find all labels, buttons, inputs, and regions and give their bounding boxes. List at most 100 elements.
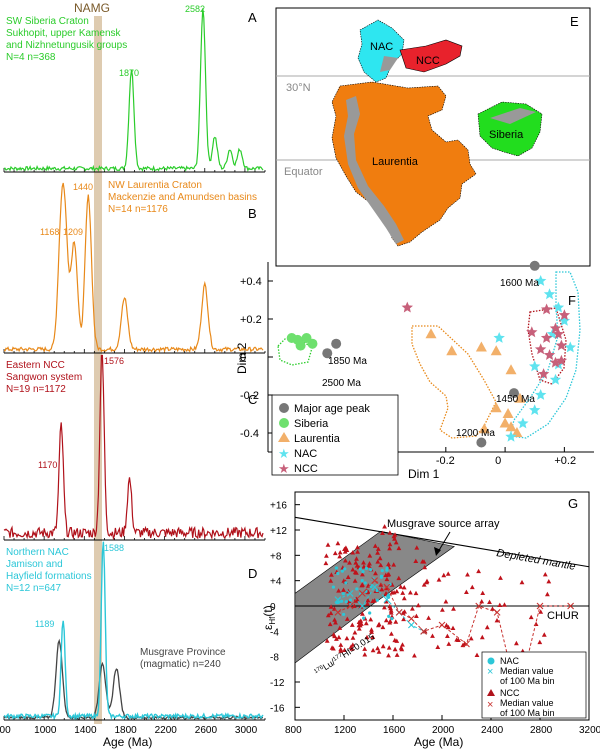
f-point-major-peak bbox=[331, 338, 342, 349]
g-median-nac bbox=[383, 596, 391, 604]
nac-shape bbox=[357, 19, 405, 83]
g-xtick-label: 2800 bbox=[530, 725, 553, 736]
g-point-ncc bbox=[370, 634, 376, 639]
peak-label-1170: 1170 bbox=[38, 460, 57, 470]
g-legend-ncc: NCC bbox=[500, 688, 520, 698]
g-point-ncc bbox=[383, 617, 389, 623]
f-xtick-label: +0.2 bbox=[554, 455, 576, 467]
g-point-ncc bbox=[347, 560, 352, 565]
siberia-grey-belt bbox=[490, 108, 536, 124]
g-point-nac bbox=[343, 567, 347, 571]
peak-label-1588: 1588 bbox=[104, 543, 124, 553]
g-point-ncc bbox=[392, 637, 398, 643]
f-point-laurentia bbox=[490, 345, 502, 356]
f-point-nac bbox=[505, 430, 517, 442]
f-ytick-label: 0 bbox=[240, 352, 246, 364]
g-point-ncc bbox=[323, 560, 329, 566]
g-point-ncc bbox=[528, 614, 534, 620]
legend-major-peak-marker bbox=[279, 403, 289, 413]
f-point-nac bbox=[529, 360, 541, 372]
g-legend-nac-median-1: Median value bbox=[500, 666, 554, 676]
g-median-ncc bbox=[438, 621, 446, 629]
g-point-ncc bbox=[327, 621, 333, 627]
g-legend-nac-marker bbox=[487, 657, 495, 665]
f-point-nac bbox=[534, 275, 547, 286]
legend-siberia-marker bbox=[279, 418, 289, 428]
g-chur-label: CHUR bbox=[547, 610, 579, 622]
g-point-ncc bbox=[334, 636, 339, 641]
g-point-ncc bbox=[380, 624, 386, 630]
g-xtick-label: 1600 bbox=[383, 725, 406, 736]
f-age-2500: 2500 Ma bbox=[322, 378, 361, 389]
g-point-ncc bbox=[376, 622, 381, 628]
panel-a-line-4: N=4 n=368 bbox=[6, 52, 56, 63]
f-point-ncc bbox=[526, 326, 538, 338]
g-point-ncc bbox=[396, 575, 402, 581]
g-legend-nac-median-marker: × bbox=[487, 666, 493, 678]
g-point-ncc bbox=[541, 632, 547, 637]
g-point-nac bbox=[379, 575, 383, 579]
g-median-nac bbox=[346, 589, 354, 597]
peak-label-1189: 1189 bbox=[35, 619, 54, 629]
g-point-ncc bbox=[352, 630, 358, 635]
g-point-ncc bbox=[366, 563, 372, 568]
g-point-ncc bbox=[445, 571, 451, 576]
kde-xlabel: Age (Ma) bbox=[103, 735, 152, 749]
g-median-ncc bbox=[407, 615, 415, 623]
g-xtick-label: 2400 bbox=[481, 725, 504, 736]
g-point-ncc bbox=[389, 631, 394, 636]
kde-tick-label: 1000 bbox=[34, 725, 57, 736]
g-point-ncc bbox=[400, 642, 405, 647]
legend-nac-marker: ★ bbox=[278, 446, 290, 461]
g-point-ncc bbox=[375, 550, 380, 555]
g-point-ncc bbox=[351, 603, 357, 608]
g-point-nac bbox=[364, 566, 369, 570]
g-point-ncc bbox=[394, 652, 400, 657]
g-point-nac bbox=[344, 581, 348, 585]
g-point-ncc bbox=[377, 555, 383, 561]
g-median-ncc bbox=[346, 602, 354, 610]
g-point-ncc bbox=[332, 633, 337, 639]
g-legend-ncc-median-2: of 100 Ma bin bbox=[500, 708, 555, 718]
g-point-ncc bbox=[487, 599, 492, 604]
f-point-ncc bbox=[558, 309, 571, 321]
g-point-ncc bbox=[372, 543, 378, 548]
g-ylabel-sub: Hf bbox=[268, 616, 277, 625]
g-point-nac bbox=[368, 568, 373, 572]
laurentia-shape bbox=[331, 81, 477, 247]
g-point-ncc bbox=[363, 620, 369, 626]
g-point-ncc bbox=[375, 546, 381, 551]
f-point-nac bbox=[564, 341, 576, 353]
g-point-ncc bbox=[324, 638, 330, 643]
f-legend-box bbox=[271, 394, 399, 476]
panel-g: 800 1200 1600 2000 2400 2800 3200 +16 +12 +8 +4 0 -4… bbox=[261, 491, 600, 749]
g-point-ncc bbox=[337, 554, 343, 559]
panel-c-line-3: N=19 n=1172 bbox=[6, 384, 66, 395]
g-point-ncc bbox=[328, 604, 334, 609]
g-point-ncc bbox=[435, 644, 441, 649]
panel-f: -0.6-0.4-0.20+0.2+0.4+0.20-0.2-0.4 F Dim… bbox=[235, 260, 594, 481]
g-point-nac bbox=[385, 568, 389, 572]
g-point-ncc bbox=[445, 633, 450, 638]
g-musgrave-arrowhead bbox=[434, 547, 441, 556]
lat-30-label: 30°N bbox=[286, 82, 311, 94]
g-point-ncc bbox=[373, 570, 378, 576]
g-point-ncc bbox=[413, 558, 419, 563]
g-point-ncc bbox=[468, 636, 474, 641]
g-point-ncc bbox=[344, 635, 350, 641]
g-legend-ncc-median-1: Median value bbox=[500, 698, 554, 708]
kde-tick-label: 2600 bbox=[195, 725, 218, 736]
g-point-ncc bbox=[349, 622, 355, 627]
kde-ticks: 600 1000 1400 1800 2200 2600 3000 bbox=[0, 168, 266, 736]
legend-laurentia: Laurentia bbox=[294, 433, 341, 445]
g-point-ncc bbox=[328, 610, 334, 616]
g-point-ncc bbox=[341, 587, 346, 592]
g-hf: Hf=0.015 bbox=[340, 632, 376, 660]
g-point-ncc bbox=[365, 597, 371, 603]
g-median-ncc bbox=[420, 627, 428, 635]
g-median-ncc bbox=[358, 589, 366, 597]
g-point-ncc bbox=[401, 585, 407, 590]
g-point-ncc bbox=[402, 609, 407, 614]
g-point-ncc bbox=[386, 561, 391, 567]
